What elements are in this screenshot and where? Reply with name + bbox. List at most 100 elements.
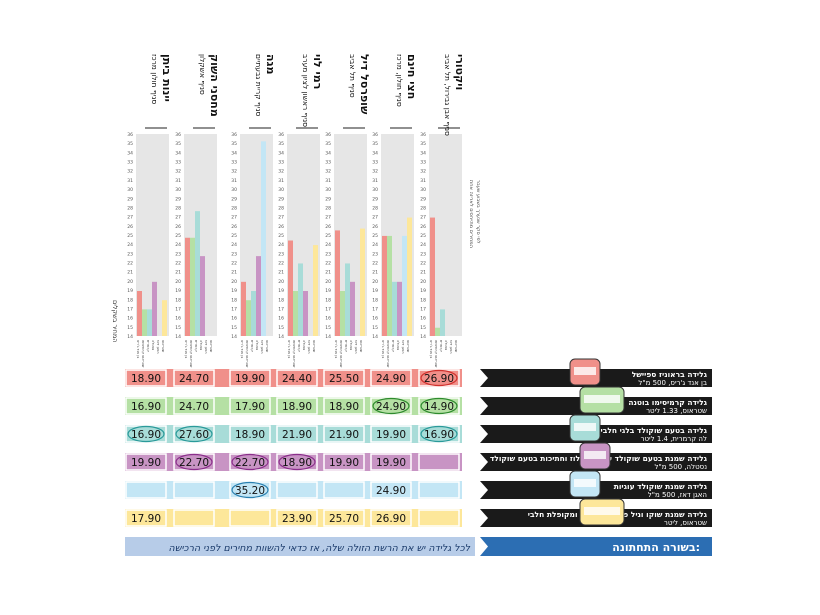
y-tick-label: 16 [278,316,284,322]
y-tick-label: 16 [127,316,133,322]
store-name-0: ויקטורי [453,54,466,90]
cheapest-oval-4-4 [231,481,269,499]
price-label-2-6: 16.90 [131,429,161,441]
y-tick-label: 17 [231,306,237,312]
bar-3-2 [350,281,355,336]
y-tick-label: 35 [372,141,378,147]
y-tick-label: 28 [372,205,378,211]
y-tick-label: 20 [127,279,133,285]
y-tick-label: 14 [175,334,181,340]
y-tick-label: 15 [231,325,237,331]
y-tick-label: 34 [372,150,378,156]
price-cell-4-1 [370,481,412,499]
y-tick-label: 34 [175,150,181,156]
y-tick-label: 22 [231,261,237,267]
series-legend-label: שטראוס קרמיסימו [339,340,343,368]
price-label-2-3: 21.90 [282,429,312,441]
y-tick-label: 36 [420,132,426,138]
y-tick-label: 31 [231,178,237,184]
y-tick-label: 24 [420,242,426,248]
price-cell-4-5 [173,481,215,499]
series-legend-label: שטראוס קרמיסימו [141,340,145,368]
price-cell-3-1 [370,453,412,471]
y-tick-label: 33 [127,160,133,166]
y-tick-label: 23 [127,251,133,257]
legend-header-0: המחירים מתייחסים לאריזה אחת [468,180,474,248]
price-label-5-3: 23.90 [282,513,312,525]
y-tick-label: 22 [372,261,378,267]
price-label-5-1: 26.90 [376,513,406,525]
series-legend-label: קרמרית [194,340,198,352]
y-tick-label: 34 [127,150,133,156]
series-legend-label: האגן דאז [156,340,160,354]
y-tick-label: 25 [372,233,378,239]
y-tick-label: 28 [278,205,284,211]
price-cell-5-2 [323,509,365,527]
y-tick-label: 14 [372,334,378,340]
y-tick-label: 20 [420,279,426,285]
title-banner [480,537,712,556]
y-tick-label: 25 [420,233,426,239]
y-tick-label: 19 [175,288,181,294]
y-tick-label: 35 [278,141,284,147]
price-label-4-4: 35.20 [235,485,265,497]
y-tick-label: 22 [420,261,426,267]
y-tick-label: 31 [325,178,331,184]
series-legend-label: האגן דאז [401,340,405,354]
y-tick-label: 14 [420,334,426,340]
y-tick-label: 17 [420,306,426,312]
y-tick-label: 36 [175,132,181,138]
series-legend-label: נסטלה [302,340,306,351]
y-tick-label: 35 [325,141,331,147]
y-tick-label: 20 [372,279,378,285]
y-tick-label: 20 [278,279,284,285]
series-legend-label: קרמרית [391,340,395,352]
product-image-label-2 [574,423,596,431]
bar-4-1 [402,235,407,336]
price-label-3-5: 22.70 [179,457,209,469]
y-tick-label: 15 [372,325,378,331]
store-branch-0: סניף אבן גבירול, תל אביב [443,54,452,136]
series-legend-label: האגן דאז [307,340,311,354]
y-tick-label: 22 [127,261,133,267]
bar-0-5 [185,237,190,336]
series-legend-label: שטראוס קרמיסימו [386,340,390,368]
y-tick-label: 23 [420,251,426,257]
y-tick-label: 29 [231,196,237,202]
cheapest-oval-2-0 [420,425,458,443]
y-tick-label: 16 [325,316,331,322]
cheapest-oval-3-5 [175,453,213,471]
price-strip-5 [125,509,462,527]
price-label-4-1: 24.90 [376,485,406,497]
cheapest-oval-3-3 [278,453,316,471]
series-legend-label: שטראוס [359,340,363,353]
series-legend-label: שטראוס קרמיסימו [292,340,296,368]
y-tick-label: 23 [372,251,378,257]
y-tick-label: 36 [325,132,331,138]
store-branch-1: סניף חולון, מרכז [395,54,404,107]
y-tick-label: 19 [372,288,378,294]
y-tick-label: 31 [372,178,378,184]
y-tick-label: 18 [127,297,133,303]
series-legend-label: קרמרית [297,340,301,352]
y-tick-label: 25 [127,233,133,239]
y-tick-label: 15 [175,325,181,331]
product-package-5: שטראוס, ליטר [664,519,707,527]
product-image-label-3 [584,451,606,459]
y-tick-label: 21 [372,270,378,276]
y-tick-label: 34 [278,150,284,156]
y-tick-label: 25 [325,233,331,239]
y-tick-label: 27 [278,215,284,221]
y-tick-label: 26 [420,224,426,230]
bar-1-4 [246,300,251,336]
bar-2-5 [195,211,200,336]
price-cell-5-4 [229,509,271,527]
y-tick-label: 24 [372,242,378,248]
y-tick-label: 16 [372,316,378,322]
y-tick-label: 27 [231,215,237,221]
cheapest-oval-0-0 [420,369,458,387]
store-name-6: יינות ביתן [160,54,173,102]
price-cell-3-0 [418,453,460,471]
bar-2-3 [298,263,303,336]
